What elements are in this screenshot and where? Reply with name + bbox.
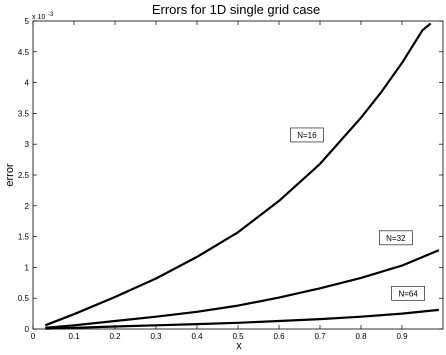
x-tick-label: 0.5 [232, 332, 244, 341]
chart-title: Errors for 1D single grid case [152, 2, 320, 17]
x-tick-label: 0 [31, 332, 36, 341]
x-tick-label: 0.9 [396, 332, 408, 341]
x-tick-label: 0.4 [191, 332, 203, 341]
annotation-layer: N=16 N=32 N=64 [290, 127, 425, 301]
x-tick-label: 0.6 [273, 332, 285, 341]
annotation-label: N=32 [386, 234, 406, 243]
y-tick-label: 2 [25, 202, 30, 211]
series-line-2 [45, 249, 440, 329]
x-tick-label: 0.3 [150, 332, 162, 341]
plot-frame [32, 20, 444, 330]
y-tick-label: 0.5 [18, 294, 30, 303]
y-tick-label: 1.5 [18, 233, 30, 242]
x-axis-label: x [236, 340, 242, 350]
y-tick-label: 0 [25, 325, 30, 334]
series-layer [44, 22, 440, 330]
y-tick-label: 2.5 [18, 171, 30, 180]
x-tick-label: 0.2 [109, 332, 121, 341]
y-exponent-power: -3 [48, 12, 54, 18]
annotation-label: N=16 [297, 131, 317, 140]
x-tick-label: 0.1 [68, 332, 80, 341]
y-axis-label: error [4, 163, 16, 187]
y-tick-label: 4.5 [18, 48, 30, 57]
annotation-box [391, 285, 425, 301]
y-tick-label: 1 [25, 263, 30, 272]
series-line-3 [45, 308, 440, 330]
series-line-1 [44, 22, 432, 327]
annotation-box [379, 230, 413, 246]
y-exponent-base: x 10 [32, 14, 45, 21]
axes-layer: 0 0.1 0.2 0.3 0.4 0.5 0.6 0.7 0.8 0.9 0 0.5 1 1.5 2 2.5… [18, 17, 444, 341]
x-tick-label: 0.8 [355, 332, 367, 341]
y-tick-label: 5 [25, 17, 30, 26]
y-tick-label: 4 [25, 79, 30, 88]
x-tick-label: 0.7 [314, 332, 326, 341]
annotation-box [290, 127, 324, 143]
annotation-label: N=64 [398, 289, 418, 298]
y-tick-label: 3 [25, 140, 30, 149]
y-tick-label: 3.5 [18, 109, 30, 118]
